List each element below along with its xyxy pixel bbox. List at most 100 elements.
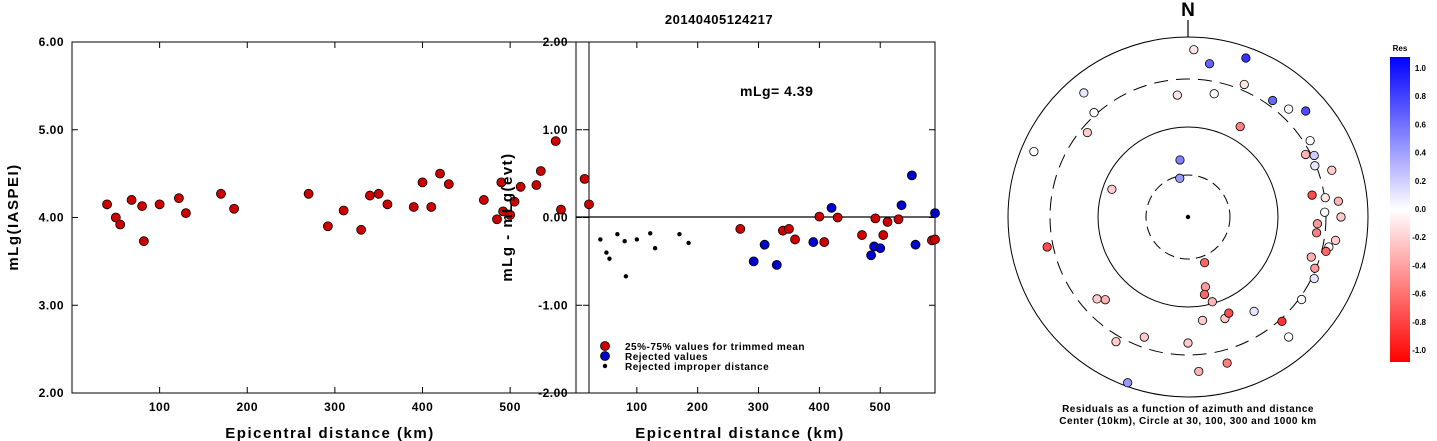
legend-label-improper: Rejected improper distance xyxy=(625,362,769,373)
colorbar-tick-label: -0.2 xyxy=(1412,233,1426,242)
residual-point xyxy=(1224,308,1234,318)
colorbar: Res 1.0 0.8 0.6 0.4 0.2 0.0 -0.2 -0.4 -0.6 -0.8 -1… xyxy=(1390,44,1427,362)
colorbar-tick-label: -0.6 xyxy=(1412,290,1426,299)
colorbar-tick-label: -0.8 xyxy=(1412,318,1426,327)
magnitude-point xyxy=(356,224,367,235)
trimmed-mean-point xyxy=(893,214,904,225)
magnitude-point xyxy=(556,204,566,215)
legend-black-marker xyxy=(602,363,608,369)
panel2-ytick-label: -1.00 xyxy=(538,298,568,312)
improper-distance-point xyxy=(686,240,691,246)
magnitude-point xyxy=(496,177,507,188)
magnitude-point xyxy=(303,188,314,199)
residual-point xyxy=(1312,228,1322,238)
residual-point xyxy=(1200,282,1211,292)
residual-point xyxy=(1284,332,1294,342)
rejected-point xyxy=(748,256,759,267)
panel1-xtick-label: 300 xyxy=(324,400,346,414)
rejected-point xyxy=(826,202,837,213)
magnitude-point xyxy=(373,188,384,199)
panel2-xtick-label: 100 xyxy=(626,400,648,414)
panel1-xtick-label: 100 xyxy=(149,400,171,414)
panel2-ytick-label: 1.00 xyxy=(543,123,568,137)
panel2-xtick-label: 500 xyxy=(869,400,891,414)
magnitude-point xyxy=(115,219,126,230)
colorbar-tick-label: 0.2 xyxy=(1415,177,1427,186)
panel1-xlabel: Epicentral distance (km) xyxy=(225,425,434,441)
magnitude-point xyxy=(509,196,520,207)
trimmed-mean-point xyxy=(930,234,940,245)
magnitude-point xyxy=(102,199,112,210)
magnitude-point xyxy=(138,236,149,247)
center-marker xyxy=(1185,214,1191,220)
residual-point xyxy=(1089,108,1099,118)
improper-distance-point xyxy=(634,237,640,242)
magnitude-point xyxy=(550,136,561,147)
rejected-point xyxy=(875,243,886,254)
magnitude-vs-distance-panel: 100 200 300 400 500 2.00 3.00 4.00 5.00 6.00 Epic… xyxy=(5,35,594,441)
residual-point xyxy=(1209,89,1219,99)
colorbar-title: Res xyxy=(1393,44,1408,53)
panel2-ytick-label: 0.00 xyxy=(543,211,568,225)
trimmed-mean-point xyxy=(784,224,794,234)
improper-distance-point xyxy=(598,237,603,242)
trimmed-mean-point xyxy=(819,237,830,247)
panel1-ytick-label: 6.00 xyxy=(39,35,64,49)
panel2-ytick-label: -2.00 xyxy=(538,386,568,400)
residual-point xyxy=(1200,258,1210,268)
ring-100km xyxy=(1097,126,1279,308)
residual-point xyxy=(1194,366,1204,377)
residual-point xyxy=(1197,315,1208,325)
ring-300km xyxy=(1049,78,1327,356)
colorbar-tick-label: 0.6 xyxy=(1415,120,1427,129)
residual-point xyxy=(1092,294,1102,304)
panel2-ylabel: mLg - mLg(evt) xyxy=(499,152,516,281)
magnitude-point xyxy=(443,179,454,190)
trimmed-mean-point xyxy=(882,216,893,227)
azimuth-residual-panel: N Residuals as a function of azimuth and… xyxy=(1007,0,1369,427)
magnitude-point xyxy=(174,193,184,204)
mlg-annotation: mLg= 4.39 xyxy=(740,83,813,99)
residual-point xyxy=(1320,207,1330,217)
residual-point xyxy=(1309,273,1319,284)
magnitude-point xyxy=(110,212,121,223)
rejected-point xyxy=(906,170,917,181)
rejected-point xyxy=(896,200,907,211)
residual-point xyxy=(1207,297,1217,307)
colorbar-tick-label: -1.0 xyxy=(1412,346,1426,355)
residual-point xyxy=(1204,59,1215,69)
residual-point xyxy=(1296,294,1307,305)
residual-point xyxy=(1310,263,1320,273)
legend-label-trimmed: 25%-75% values for trimmed mean xyxy=(625,342,805,353)
residual-point xyxy=(1320,193,1330,203)
magnitude-point xyxy=(426,202,437,212)
residual-point xyxy=(1241,53,1251,63)
residual-point xyxy=(1309,150,1319,161)
polar-caption-1: Residuals as a function of azimuth and d… xyxy=(1062,404,1314,415)
residual-point xyxy=(1310,161,1320,171)
legend: 25%-75% values for trimmed mean Rejected… xyxy=(600,341,805,373)
rejected-point xyxy=(910,239,921,250)
residual-point xyxy=(1336,212,1346,222)
rejected-point xyxy=(866,250,877,261)
residual-point xyxy=(1042,242,1052,252)
magnitude-point xyxy=(365,190,375,201)
improper-distance-point xyxy=(677,231,682,237)
magnitude-point xyxy=(229,203,240,214)
magnitude-point xyxy=(435,168,445,179)
residual-point xyxy=(1249,306,1259,316)
trimmed-mean-point xyxy=(878,230,889,240)
residual-point xyxy=(1189,45,1199,55)
magnitude-point xyxy=(515,181,526,192)
improper-distance-point xyxy=(604,250,609,255)
residual-point xyxy=(1172,90,1182,100)
residual-point xyxy=(1111,337,1121,347)
residual-point xyxy=(1239,79,1249,90)
panel2-xtick-label: 300 xyxy=(748,400,770,414)
residual-vs-distance-panel: 100 200 300 400 500 -2.00 -1.00 0.00 1.00 2.00 mL… xyxy=(499,35,940,441)
magnitude-point xyxy=(322,221,333,232)
residual-point xyxy=(1175,155,1185,165)
residual-point xyxy=(1277,316,1287,326)
magnitude-point xyxy=(216,188,226,199)
